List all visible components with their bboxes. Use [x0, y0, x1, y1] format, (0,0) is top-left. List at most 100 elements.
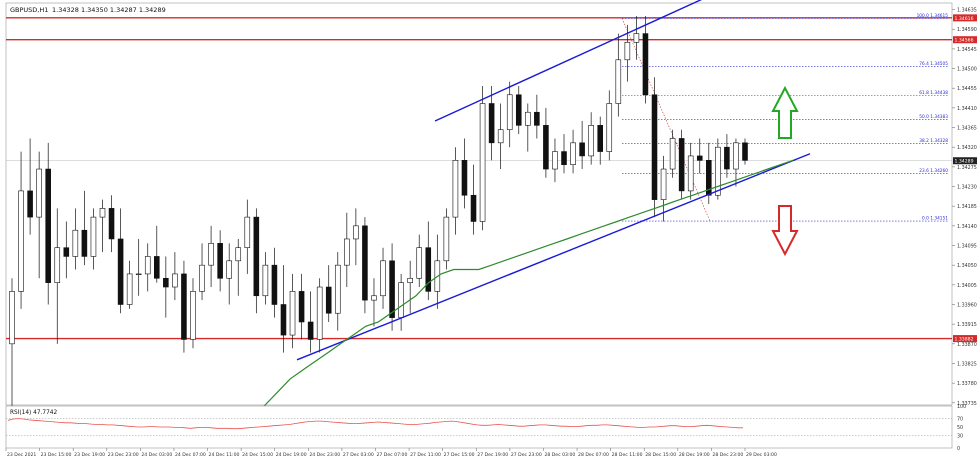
- y-tick-label: 1.34275: [957, 165, 977, 171]
- bearish-candle: [298, 291, 305, 323]
- x-tick-label: 28 Dec 23:00: [712, 452, 743, 458]
- bullish-candle: [624, 42, 631, 61]
- bearish-candle: [425, 247, 432, 292]
- fibonacci-level-label: 50.0 1.34383: [919, 114, 948, 120]
- bearish-candle: [307, 321, 314, 340]
- y-tick-label: 1.34140: [957, 224, 977, 230]
- y-tick-label: 1.33780: [957, 381, 977, 387]
- bullish-candle: [479, 103, 486, 222]
- x-tick-label: 27 Dec 19:00: [477, 452, 508, 458]
- bearish-candle: [543, 125, 549, 170]
- bullish-candle: [407, 277, 413, 283]
- x-tick-label: 28 Dec 15:00: [645, 452, 676, 458]
- x-tick-label: 28 Dec 07:00: [578, 452, 609, 458]
- x-tick-label: 23 Dec 15:00: [41, 452, 72, 458]
- price-level-label: 1.34566: [955, 38, 974, 44]
- bullish-candle: [371, 295, 377, 301]
- bullish-candle: [126, 273, 133, 305]
- bearish-candle: [642, 33, 649, 96]
- bullish-candle: [506, 94, 513, 131]
- bullish-candle: [344, 238, 350, 266]
- bullish-candle: [36, 168, 42, 218]
- bullish-candle: [588, 125, 594, 157]
- y-tick-label: 1.34635: [957, 8, 977, 14]
- bullish-candle: [289, 291, 296, 336]
- current-price-label: 1.34289: [955, 159, 974, 165]
- bullish-candle: [244, 216, 251, 248]
- bearish-candle: [81, 229, 88, 257]
- rsi-line: [7, 418, 743, 430]
- bullish-candle: [199, 264, 205, 292]
- bullish-candle: [9, 291, 15, 345]
- bullish-arrow-icon: [771, 85, 799, 139]
- bullish-candle: [226, 260, 232, 279]
- bearish-arrow-icon: [771, 205, 799, 257]
- y-tick-label: 1.33960: [957, 303, 977, 309]
- symbol-label: GBPUSD,H1: [10, 6, 48, 14]
- bearish-candle: [163, 277, 169, 288]
- fibonacci-level-label: 76.4 1.34505: [919, 61, 948, 67]
- x-tick-label: 24 Dec 11:00: [209, 452, 240, 458]
- y-tick-label: 1.33870: [957, 342, 977, 348]
- bearish-candle: [181, 273, 187, 340]
- bullish-candle: [552, 151, 558, 170]
- y-tick-label: 1.34050: [957, 263, 977, 269]
- bullish-candle: [660, 168, 667, 200]
- bullish-candle: [144, 256, 151, 275]
- fibonacci-level-label: 61.8 1.34438: [919, 90, 948, 96]
- y-tick-label: 1.34365: [957, 126, 977, 132]
- bullish-candle: [497, 129, 504, 144]
- bearish-candle: [742, 142, 748, 161]
- bullish-candle: [452, 160, 459, 218]
- bearish-candle: [389, 260, 395, 318]
- rsi-tick-label: 70: [957, 417, 963, 423]
- price-level-label: 1.33882: [955, 337, 974, 343]
- rsi-tick-label: 0: [957, 446, 960, 452]
- y-tick-label: 1.34230: [957, 185, 977, 191]
- bullish-candle: [606, 103, 613, 152]
- x-tick-label: 23 Dec 19:00: [74, 452, 105, 458]
- y-tick-label: 1.34410: [957, 106, 977, 112]
- bullish-candle: [615, 59, 622, 104]
- bullish-candle: [669, 138, 676, 170]
- bearish-candle: [271, 264, 278, 305]
- x-tick-label: 29 Dec 03:00: [746, 452, 777, 458]
- x-tick-label: 24 Dec 07:00: [175, 452, 206, 458]
- bullish-candle: [398, 282, 404, 318]
- bearish-candle: [362, 225, 368, 301]
- bearish-candle: [597, 125, 603, 152]
- ohlc-label: 1.34328 1.34350 1.34287 1.34289: [52, 6, 166, 14]
- ascending-resistance-trendline: [434, 0, 703, 122]
- bearish-candle: [561, 151, 567, 165]
- bullish-candle: [172, 273, 178, 288]
- rsi-tick-label: 100: [957, 404, 966, 410]
- fibonacci-level-label: 100.0 1.34615: [917, 13, 949, 19]
- x-tick-label: 28 Dec 19:00: [679, 452, 710, 458]
- bullish-candle: [353, 225, 359, 240]
- bullish-candle: [380, 260, 386, 297]
- bullish-candle: [334, 264, 341, 314]
- bearish-candle: [217, 243, 223, 279]
- fibonacci-level-label: 38.2 1.34328: [919, 138, 948, 144]
- moving-average-line: [239, 159, 794, 428]
- x-tick-label: 23 Dec 2021: [7, 452, 36, 458]
- bullish-candle: [262, 264, 269, 297]
- x-tick-label: 28 Dec 03:00: [544, 452, 575, 458]
- price-level-badge: [953, 36, 977, 44]
- fibonacci-level-label: 0.0 1.34151: [922, 216, 948, 222]
- rsi-tick-label: 50: [957, 425, 963, 431]
- price-level-label: 1.34616: [955, 16, 974, 22]
- bullish-candle: [570, 142, 576, 165]
- x-tick-label: 27 Dec 23:00: [511, 452, 542, 458]
- bullish-candle: [443, 216, 450, 262]
- bullish-candle: [135, 273, 142, 276]
- bearish-candle: [461, 160, 468, 196]
- bullish-candle: [208, 243, 214, 266]
- price-level-badge: [953, 335, 977, 343]
- bullish-candle: [633, 33, 640, 43]
- bearish-candle: [515, 94, 522, 126]
- bullish-candle: [316, 286, 323, 340]
- bullish-candle: [687, 155, 694, 192]
- fibonacci-level-label: 23.6 1.34260: [919, 168, 948, 174]
